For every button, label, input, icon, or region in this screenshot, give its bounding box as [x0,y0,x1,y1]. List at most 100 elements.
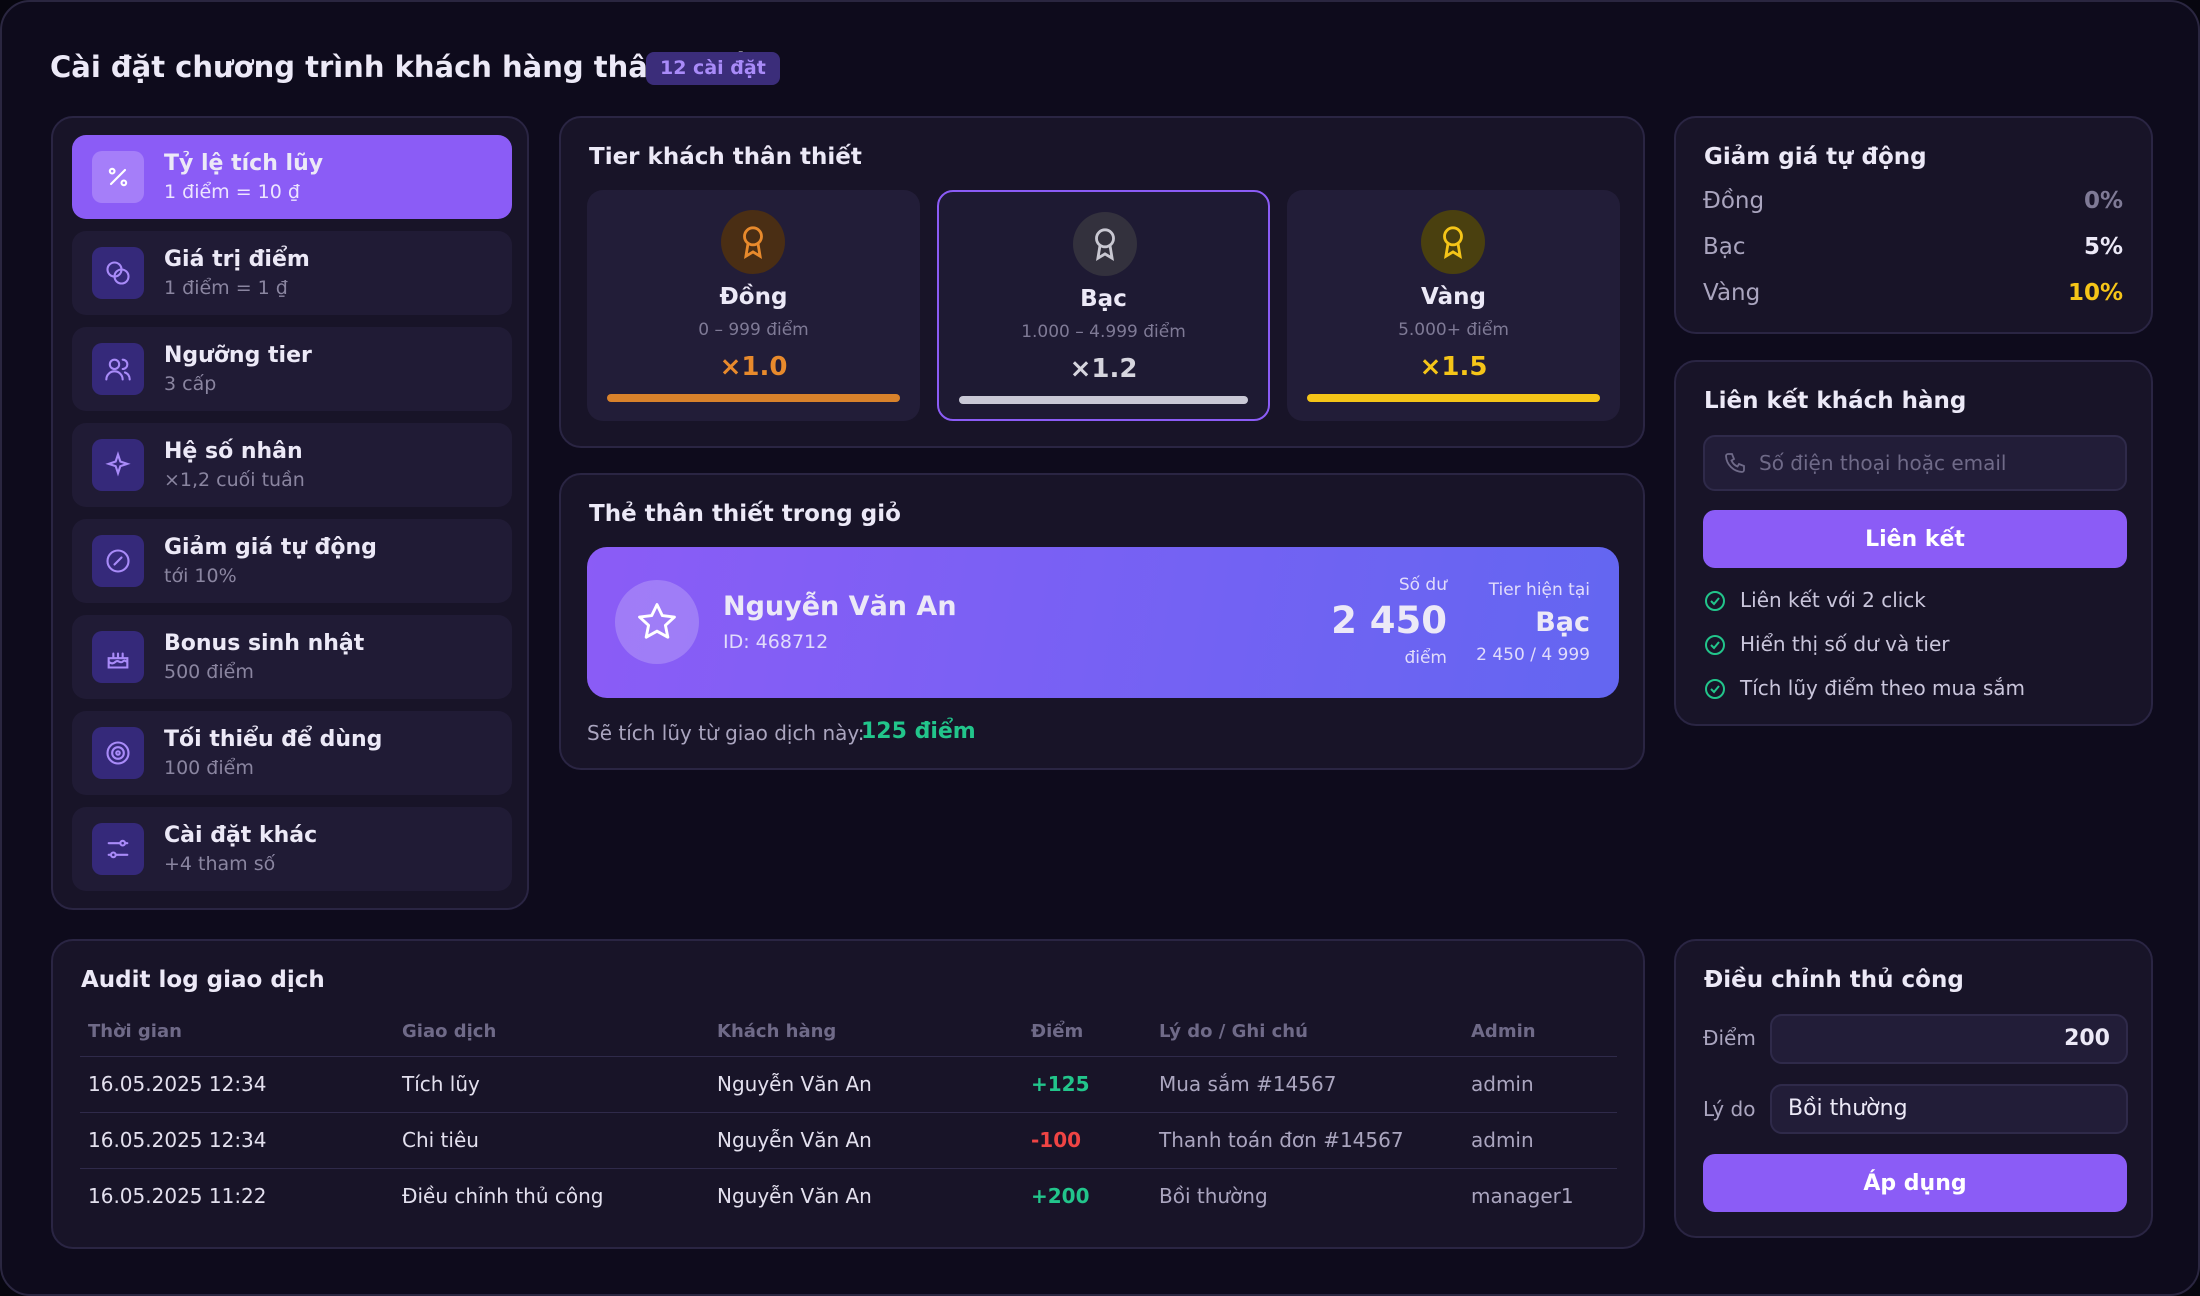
page-title: Cài đặt chương trình khách hàng thân thi… [50,50,757,84]
tier-card[interactable]: Đồng 0 – 999 điểm ×1.0 [587,190,920,421]
reason-input[interactable]: Bồi thường [1770,1084,2128,1134]
discount-tier: Bạc [1703,234,1746,260]
column-header: Khách hàng [717,1021,837,1042]
menu-item[interactable]: Bonus sinh nhật 500 điểm [72,615,512,699]
menu-sub: 1 điểm = 1 ₫ [164,277,288,299]
balance-label: Số dư [1398,575,1447,595]
column-header: Lý do / Ghi chú [1159,1021,1308,1042]
avatar [615,580,699,664]
row-divider [80,1056,1617,1057]
table-cell: Nguyễn Văn An [717,1128,872,1152]
menu-label: Cài đặt khác [164,823,318,848]
customer-name: Nguyễn Văn An [723,591,957,622]
tier-icon [1421,210,1485,274]
contact-input[interactable]: Số điện thoại hoặc email [1703,435,2127,491]
table-cell: Chi tiêu [402,1128,479,1152]
balance: 2 450 [1331,599,1447,642]
input-placeholder: Số điện thoại hoặc email [1759,451,2007,475]
check-icon [1703,589,1727,617]
tier-multiplier: ×1.2 [1069,354,1138,384]
earn-value: 125 điểm [861,719,976,744]
menu-item[interactable]: Tối thiểu để dùng 100 điểm [72,711,512,795]
menu-item[interactable]: Giảm giá tự động tới 10% [72,519,512,603]
menu-sub: 1 điểm = 10 ₫ [164,181,300,203]
menu-icon [92,823,144,875]
menu-icon [92,727,144,779]
menu-icon [92,343,144,395]
audit-panel: Audit log giao dịch Thời gian Giao dịch Kh… [51,939,1645,1249]
panel-title: Tier khách thân thiết [589,144,862,170]
menu-label: Bonus sinh nhật [164,631,365,656]
customer-id: ID: 468712 [723,631,829,653]
menu-icon [92,151,144,203]
tier-bar [607,394,900,402]
table-cell: Tích lũy [402,1072,480,1096]
tier-bar [959,396,1248,404]
menu-sub: tới 10% [164,565,237,587]
menu-sub: ×1,2 cuối tuần [164,469,305,491]
balance-unit: điểm [1404,648,1447,668]
tier-multiplier: ×1.5 [1419,352,1488,382]
table-cell: +125 [1031,1072,1090,1096]
check-icon [1703,677,1727,705]
row-divider [80,1112,1617,1113]
column-header: Thời gian [88,1021,182,1042]
link-button[interactable]: Liên kết [1703,510,2127,568]
tier-icon [1073,212,1137,276]
menu-label: Tối thiểu để dùng [164,727,383,752]
menu-label: Tỷ lệ tích lũy [164,151,324,176]
check-icon [1703,633,1727,661]
points-input[interactable]: 200 [1770,1014,2128,1064]
tier-card[interactable]: Bạc 1.000 – 4.999 điểm ×1.2 [937,190,1270,421]
discount-panel: Giảm giá tự động Đồng 0% Bạc 5% Vàng 10% [1674,116,2153,334]
tier-bar [1307,394,1600,402]
tier-range: 0 – 999 điểm [698,320,809,340]
menu-sub: 500 điểm [164,661,254,683]
menu-item[interactable]: Giá trị điểm 1 điểm = 1 ₫ [72,231,512,315]
link-panel: Liên kết khách hàng Số điện thoại hoặc e… [1674,360,2153,726]
menu-item[interactable]: Hệ số nhân ×1,2 cuối tuần [72,423,512,507]
menu-label: Hệ số nhân [164,439,303,464]
menu-label: Giảm giá tự động [164,535,377,560]
tier-range: 5.000+ điểm [1398,320,1509,340]
table-cell: +200 [1031,1184,1090,1208]
tier-name: Vàng [1421,284,1486,310]
settings-badge: 12 cài đặt [646,52,780,85]
current-tier: Bạc [1535,607,1590,638]
table-cell: Nguyễn Văn An [717,1184,872,1208]
column-header: Điểm [1031,1021,1084,1042]
panel-title: Thẻ thân thiết trong giỏ [589,501,901,527]
column-header: Admin [1471,1021,1536,1042]
field-label: Điểm [1703,1026,1756,1050]
tier-label: Tier hiện tại [1488,580,1590,600]
table-cell: manager1 [1471,1184,1574,1208]
menu-item[interactable]: Tỷ lệ tích lũy 1 điểm = 10 ₫ [72,135,512,219]
discount-value: 0% [2083,188,2123,214]
menu-sub: 100 điểm [164,757,254,779]
tier-progress: 2 450 / 4 999 [1476,645,1590,665]
table-cell: admin [1471,1072,1534,1096]
menu-sub: 3 cấp [164,373,217,395]
feature-text: Tích lũy điểm theo mua sắm [1740,676,2025,700]
table-cell: 16.05.2025 11:22 [88,1184,267,1208]
feature-text: Hiển thị số dư và tier [1740,632,1950,656]
field-label: Lý do [1703,1097,1756,1121]
table-cell: -100 [1031,1128,1082,1152]
column-header: Giao dịch [402,1021,497,1042]
table-cell: Thanh toán đơn #14567 [1159,1128,1404,1152]
panel-title: Liên kết khách hàng [1704,388,1967,414]
table-cell: admin [1471,1128,1534,1152]
menu-item[interactable]: Ngưỡng tier 3 cấp [72,327,512,411]
menu-icon [92,631,144,683]
feature-text: Liên kết với 2 click [1740,588,1926,612]
tier-multiplier: ×1.0 [719,352,788,382]
panel-title: Audit log giao dịch [81,967,325,993]
tier-name: Đồng [719,284,788,310]
tier-name: Bạc [1080,286,1127,312]
tier-card[interactable]: Vàng 5.000+ điểm ×1.5 [1287,190,1620,421]
discount-tier: Đồng [1703,188,1765,214]
apply-button[interactable]: Áp dụng [1703,1154,2127,1212]
table-cell: 16.05.2025 12:34 [88,1072,267,1096]
menu-item[interactable]: Cài đặt khác +4 tham số [72,807,512,891]
